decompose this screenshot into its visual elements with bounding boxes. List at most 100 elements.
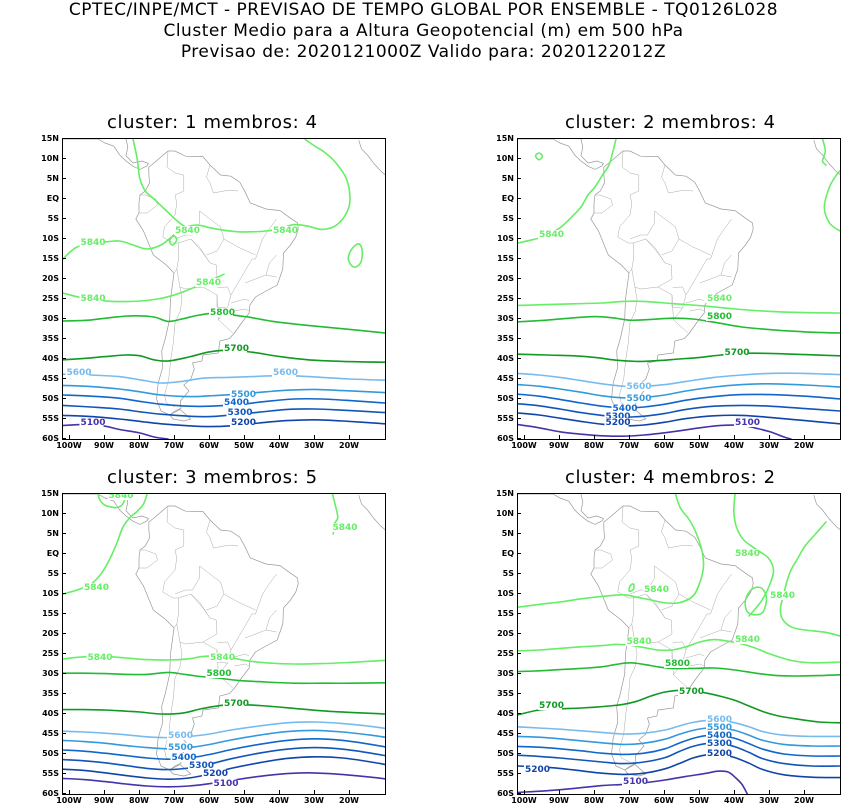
latitude-tick-label: 50S	[42, 749, 59, 758]
latitude-tick-mark	[62, 793, 66, 794]
country-border	[689, 663, 705, 667]
longitude-tick-label: 90W	[549, 796, 569, 805]
contour-label: 5840	[770, 591, 795, 601]
contour-label-background	[167, 731, 191, 740]
latitude-tick-mark	[517, 493, 521, 494]
longitude-tick-mark	[804, 790, 805, 794]
country-border	[217, 641, 232, 651]
map-plot-1: 5840 5840 5840 5840 5840 5800 5700 5600 5600 5500…	[63, 139, 385, 439]
latitude-tick-label: EQ	[46, 194, 59, 203]
contour-label: 5840	[81, 238, 106, 248]
south-america-coastline	[590, 150, 754, 416]
latitude-tick-label: 60S	[497, 434, 514, 443]
contour-line-5500	[518, 382, 840, 399]
latitude-tick-label: 55S	[497, 414, 514, 423]
contour-label: 5100	[735, 418, 760, 428]
contour-label-background	[625, 382, 650, 391]
latitude-tick-label: 10N	[496, 154, 514, 163]
latitude-tick-mark	[62, 773, 66, 774]
country-border	[720, 254, 732, 276]
longitude-tick-mark	[524, 435, 525, 439]
longitude-tick-mark	[804, 435, 805, 439]
latitude-tick-label: 10N	[41, 509, 59, 518]
contour-label-background	[170, 753, 195, 762]
longitude-tick-mark	[314, 790, 315, 794]
contour-label-background	[622, 777, 646, 786]
latitude-tick-label: 60S	[42, 434, 59, 443]
latitude-tick-mark	[517, 513, 521, 514]
contour-label-background	[188, 761, 212, 770]
contour-label: 5500	[707, 723, 732, 733]
map-frame-4: 5840 5840 5840 5840 5840 5800 5700 5700 5600 5500…	[517, 493, 841, 795]
contour-label: 5600	[627, 382, 652, 392]
longitude-tick-label: 30W	[304, 796, 324, 805]
contour-line-5840	[63, 494, 148, 595]
longitude-tick-label: 80W	[129, 441, 149, 450]
longitude-tick-mark	[244, 790, 245, 794]
longitude-tick-mark	[594, 790, 595, 794]
africa-coastline	[813, 495, 840, 530]
longitude-tick-mark	[174, 790, 175, 794]
contour-label: 5100	[81, 418, 106, 428]
contour-line-5200	[518, 412, 840, 427]
contour-label-background	[226, 408, 251, 417]
country-border	[645, 593, 666, 619]
latitude-tick-label: 45S	[42, 374, 59, 383]
contour-line-5100	[63, 423, 169, 439]
latitude-tick-label: 15N	[496, 134, 514, 143]
country-border	[661, 593, 680, 611]
contour-label-background	[272, 226, 296, 235]
latitude-tick-label: 15N	[41, 489, 59, 498]
contour-label: 5700	[679, 687, 704, 697]
country-border	[252, 593, 263, 615]
longitude-tick-label: 80W	[584, 441, 604, 450]
country-border	[202, 286, 232, 309]
contour-label-background	[79, 294, 104, 303]
contour-line-5840	[518, 300, 840, 314]
latitude-tick-label: 5N	[46, 174, 59, 183]
latitude-tick-mark	[517, 773, 521, 774]
country-border	[166, 150, 185, 216]
contour-label: 5500	[168, 743, 193, 753]
contour-label-background	[223, 344, 247, 353]
longitude-tick-label: 70W	[619, 796, 639, 805]
latitude-tick-mark	[517, 733, 521, 734]
contour-label: 5500	[627, 394, 652, 404]
contour-label-background	[174, 226, 198, 235]
latitude-tick-mark	[517, 298, 521, 299]
country-border	[672, 286, 687, 296]
longitude-tick-mark	[279, 435, 280, 439]
south-america-coastline	[135, 150, 299, 416]
latitude-tick-label: 35S	[42, 689, 59, 698]
contour-line-5100	[518, 423, 792, 439]
latitude-tick-label: 35S	[497, 334, 514, 343]
latitude-tick-mark	[62, 673, 66, 674]
country-border	[199, 565, 225, 595]
latitude-tick-label: 50S	[42, 394, 59, 403]
panel-title-4: cluster: 4 membros: 2	[565, 467, 776, 488]
contour-line-5400	[518, 393, 840, 409]
contour-line-5840	[534, 152, 544, 161]
contour-label-background	[272, 368, 296, 377]
country-border	[707, 593, 718, 615]
contour-label: 5200	[203, 769, 228, 779]
longitude-tick-label: 50W	[689, 796, 709, 805]
contour-label-background	[604, 412, 629, 421]
contour-line-5500	[63, 384, 385, 398]
contour-line-5840	[518, 139, 617, 244]
longitude-tick-label: 70W	[619, 441, 639, 450]
country-border	[223, 593, 256, 611]
contour-label: 5400	[613, 404, 638, 414]
longitude-tick-label: 50W	[234, 796, 254, 805]
latitude-tick-label: 20S	[42, 274, 59, 283]
contour-label: 5840	[273, 226, 298, 236]
latitude-tick-label: 15N	[41, 134, 59, 143]
contour-label: 5840	[84, 583, 109, 593]
latitude-tick-mark	[62, 533, 66, 534]
contour-label: 5400	[224, 398, 249, 408]
latitude-tick-label: 55S	[42, 769, 59, 778]
longitude-tick-mark	[349, 790, 350, 794]
contour-label-background	[230, 390, 254, 399]
longitude-tick-mark	[664, 435, 665, 439]
longitude-tick-label: 80W	[584, 796, 604, 805]
